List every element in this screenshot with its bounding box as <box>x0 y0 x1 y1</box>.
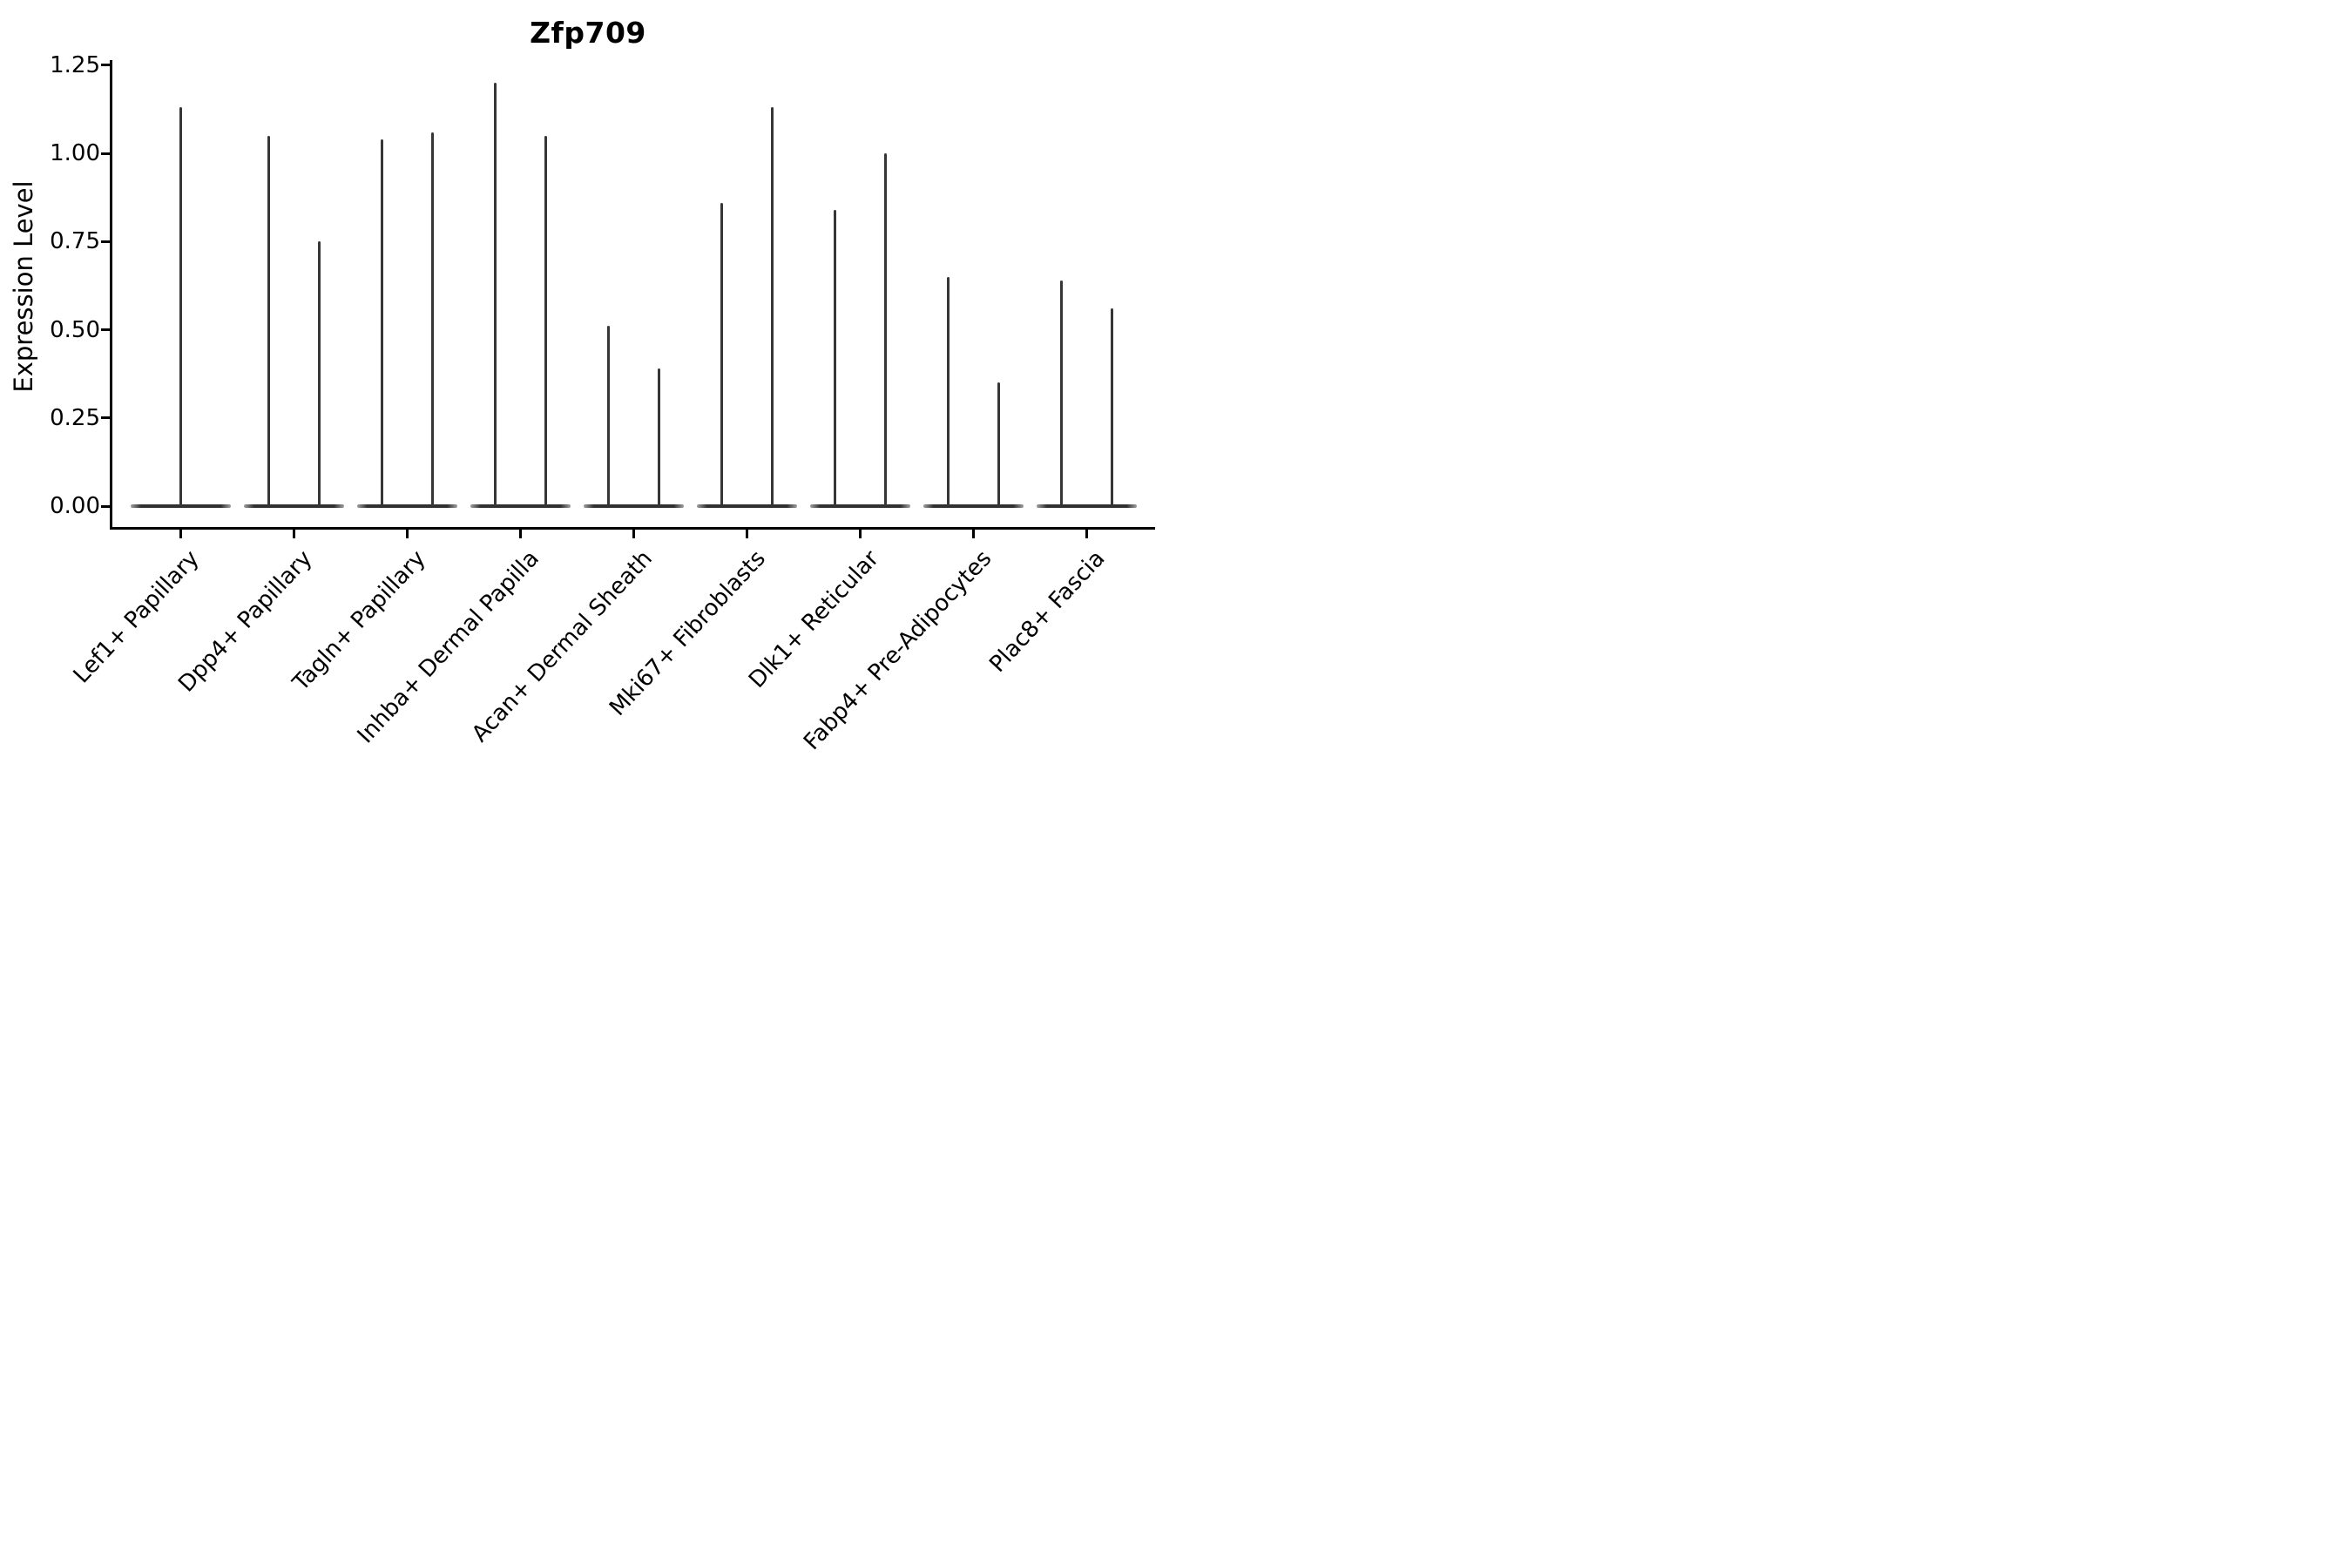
x-tick-mark <box>406 530 409 538</box>
violin-base <box>697 504 797 508</box>
violin-spike <box>720 202 723 506</box>
violin-spike <box>381 139 383 506</box>
violin-spike <box>431 132 434 506</box>
x-tick-label: Plac8+ Fascia <box>984 545 1111 678</box>
x-tick-mark <box>519 530 522 538</box>
violin-spike <box>544 135 547 506</box>
violin-plot-figure: Zfp709 Expression Level 0.00 0.25 0.50 0.75… <box>0 0 1176 784</box>
y-tick-label: 0.25 <box>50 404 100 431</box>
x-tick-mark <box>179 530 182 538</box>
y-tick-mark <box>101 504 110 508</box>
y-tick-label: 1.25 <box>50 51 100 78</box>
violin-spike <box>771 107 774 506</box>
violin-base <box>131 504 231 508</box>
x-tick-mark <box>632 530 635 538</box>
violin-base <box>357 504 457 508</box>
violin-spike <box>884 153 887 506</box>
violin-spike <box>997 382 1000 506</box>
violin-spike <box>494 83 497 506</box>
x-axis-spine <box>110 527 1155 530</box>
x-tick-mark <box>859 530 862 538</box>
violin-spike <box>834 209 836 506</box>
x-tick-label: Fabp4+ Pre-Adipocytes <box>799 545 997 756</box>
violin-base <box>1037 504 1137 508</box>
violin-spike <box>658 368 660 506</box>
violin-base <box>470 504 571 508</box>
violin-spike <box>947 276 950 506</box>
violin-spike <box>318 241 321 506</box>
violin-spike <box>1060 280 1063 506</box>
violin-base <box>584 504 684 508</box>
plot-title: Zfp709 <box>530 16 646 50</box>
y-tick-mark <box>101 240 110 243</box>
y-tick-label: 0.75 <box>50 228 100 255</box>
x-tick-mark <box>972 530 975 538</box>
violin-spike <box>267 135 270 506</box>
violin-spike <box>1111 308 1113 506</box>
y-tick-label: 1.00 <box>50 140 100 166</box>
y-axis-spine <box>110 60 112 530</box>
x-tick-label: Lef1+ Papillary <box>68 545 205 689</box>
y-tick-mark <box>101 328 110 331</box>
y-tick-label: 0.50 <box>50 316 100 343</box>
y-tick-mark <box>101 152 110 155</box>
x-tick-mark <box>746 530 748 538</box>
violin-spike <box>179 107 182 506</box>
y-axis-label: Expression Level <box>9 180 38 393</box>
violin-base <box>244 504 344 508</box>
violin-base <box>810 504 910 508</box>
x-tick-mark <box>1085 530 1088 538</box>
x-tick-mark <box>293 530 295 538</box>
y-tick-mark <box>101 416 110 420</box>
y-tick-label: 0.00 <box>50 493 100 519</box>
violin-spike <box>607 326 610 506</box>
violin-base <box>923 504 1024 508</box>
y-tick-mark <box>101 64 110 67</box>
